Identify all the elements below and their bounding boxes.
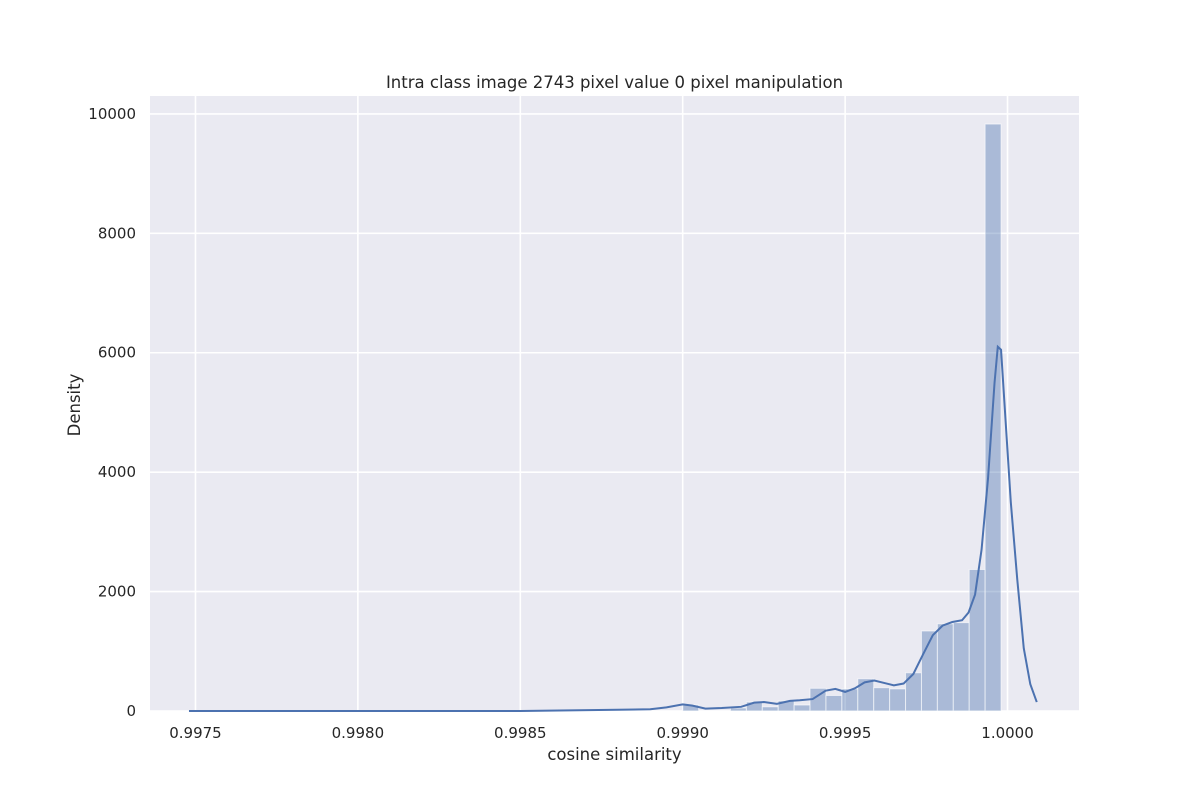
x-tick-label: 1.0000 — [981, 724, 1034, 742]
histogram-bar — [968, 568, 986, 712]
y-axis-label: Density — [65, 373, 84, 436]
x-tick-labels: 0.9975 0.9980 0.9985 0.9990 0.9995 1.0000 — [169, 724, 1034, 742]
y-tick-label: 10000 — [88, 105, 136, 123]
x-tick-label: 0.9990 — [656, 724, 709, 742]
x-tick-label: 0.9980 — [332, 724, 385, 742]
y-tick-label: 4000 — [98, 463, 136, 481]
kde-line — [188, 344, 1038, 712]
histogram-bar — [793, 704, 811, 712]
y-tick-label: 8000 — [98, 224, 136, 242]
histogram-bar — [729, 707, 747, 712]
histogram-bar — [873, 687, 891, 712]
y-tick-label: 6000 — [98, 344, 136, 362]
histogram-bar — [889, 688, 907, 712]
histogram-bar — [936, 623, 954, 712]
y-tick-label: 2000 — [98, 583, 136, 601]
y-tick-labels: 0 2000 4000 6000 8000 10000 — [88, 105, 136, 720]
x-tick-label: 0.9985 — [494, 724, 547, 742]
plot-background — [150, 96, 1079, 711]
histogram-bar — [952, 622, 970, 712]
histogram-bar — [825, 694, 843, 712]
x-tick-label: 0.9975 — [169, 724, 222, 742]
x-axis-label: cosine similarity — [547, 745, 682, 764]
chart-title: Intra class image 2743 pixel value 0 pix… — [386, 73, 843, 92]
y-tick-label: 0 — [126, 702, 136, 720]
histogram-bar — [761, 706, 779, 712]
x-tick-label: 0.9995 — [819, 724, 872, 742]
histogram-bar — [857, 678, 875, 712]
